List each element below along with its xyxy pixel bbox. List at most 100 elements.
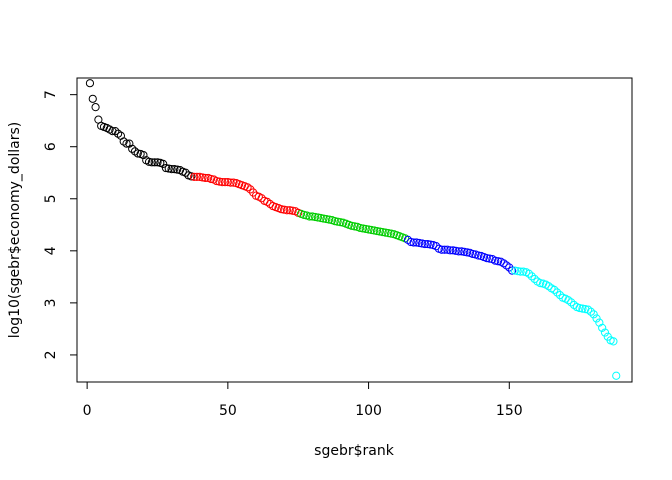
- data-point: [350, 222, 359, 231]
- data-point: [598, 323, 607, 332]
- data-point: [147, 158, 156, 167]
- data-point: [567, 298, 576, 307]
- data-point: [195, 172, 204, 182]
- data-point: [417, 239, 427, 248]
- data-point: [173, 165, 182, 174]
- data-point: [468, 249, 477, 259]
- data-point: [322, 214, 331, 224]
- y-tick-label: 5: [43, 194, 59, 203]
- data-point: [280, 205, 289, 214]
- data-point: [485, 254, 494, 263]
- data-point: [305, 212, 314, 221]
- data-point: [491, 256, 500, 265]
- data-point: [198, 173, 207, 182]
- y-tick-label: 7: [43, 90, 59, 99]
- data-point: [499, 259, 508, 268]
- data-point: [415, 238, 424, 248]
- data-point: [257, 194, 266, 203]
- data-point: [358, 224, 368, 233]
- data-point: [530, 274, 539, 284]
- data-point: [432, 242, 441, 251]
- data-point: [164, 164, 173, 173]
- data-point: [206, 174, 216, 184]
- data-point: [592, 314, 601, 323]
- data-point: [609, 337, 618, 346]
- data-point: [406, 237, 415, 247]
- data-point: [462, 248, 472, 257]
- data-point: [508, 266, 517, 275]
- data-point: [319, 214, 328, 223]
- data-point: [192, 172, 201, 182]
- data-point: [384, 229, 393, 238]
- data-point: [361, 224, 370, 234]
- data-point: [316, 213, 325, 223]
- data-point: [482, 254, 491, 263]
- data-point: [513, 267, 522, 276]
- data-point: [85, 79, 95, 88]
- data-point: [282, 206, 292, 215]
- data-point: [144, 157, 154, 166]
- y-axis-label: log10(sgebr$economy_dollars): [7, 122, 23, 339]
- data-point: [285, 206, 294, 215]
- data-point: [201, 173, 210, 183]
- data-point: [220, 178, 230, 187]
- x-tick-label: 50: [219, 403, 237, 419]
- data-point: [440, 245, 449, 254]
- data-point: [325, 215, 334, 224]
- data-point: [181, 168, 190, 177]
- data-point: [536, 278, 545, 288]
- y-tick-label: 2: [43, 350, 59, 359]
- data-point: [519, 267, 528, 276]
- data-point: [313, 213, 323, 222]
- data-point: [586, 307, 596, 316]
- data-point: [420, 239, 429, 249]
- data-point: [150, 158, 159, 167]
- data-point: [91, 103, 100, 112]
- data-point: [153, 158, 162, 167]
- data-point: [159, 159, 168, 168]
- data-point: [474, 251, 483, 260]
- data-point: [460, 247, 469, 256]
- data-point: [128, 144, 137, 153]
- x-tick-label: 0: [83, 403, 92, 419]
- data-point: [277, 205, 286, 214]
- data-point: [243, 183, 252, 192]
- data-point: [133, 149, 142, 158]
- data-point: [119, 137, 128, 146]
- data-points: [85, 79, 621, 380]
- data-point: [409, 238, 418, 247]
- data-point: [263, 197, 272, 206]
- data-point: [437, 245, 446, 254]
- data-point: [356, 223, 365, 233]
- data-point: [113, 129, 123, 138]
- data-point: [226, 178, 235, 187]
- data-point: [578, 304, 587, 313]
- data-point: [212, 176, 221, 186]
- data-point: [364, 225, 373, 234]
- data-point: [347, 221, 356, 230]
- data-point: [381, 228, 390, 237]
- data-point: [310, 212, 320, 222]
- x-tick-label: 100: [355, 403, 382, 419]
- data-point: [527, 272, 536, 281]
- data-point: [170, 164, 179, 174]
- data-point: [493, 257, 503, 266]
- data-point: [412, 238, 421, 247]
- data-point: [583, 305, 593, 314]
- data-point: [502, 261, 511, 270]
- data-point: [612, 371, 621, 380]
- data-point: [333, 217, 342, 226]
- x-axis-label: sgebr$rank: [314, 443, 395, 459]
- data-point: [308, 212, 317, 221]
- data-point: [299, 210, 308, 220]
- data-point: [223, 178, 232, 187]
- data-point: [555, 290, 565, 300]
- data-point: [367, 225, 376, 235]
- data-point: [423, 239, 432, 249]
- y-tick-label: 3: [43, 298, 59, 307]
- data-point: [229, 178, 238, 187]
- data-point: [600, 328, 610, 337]
- y-axis: 2 3 4 5 6 7: [43, 90, 78, 359]
- data-point: [564, 296, 573, 305]
- data-point: [370, 226, 379, 235]
